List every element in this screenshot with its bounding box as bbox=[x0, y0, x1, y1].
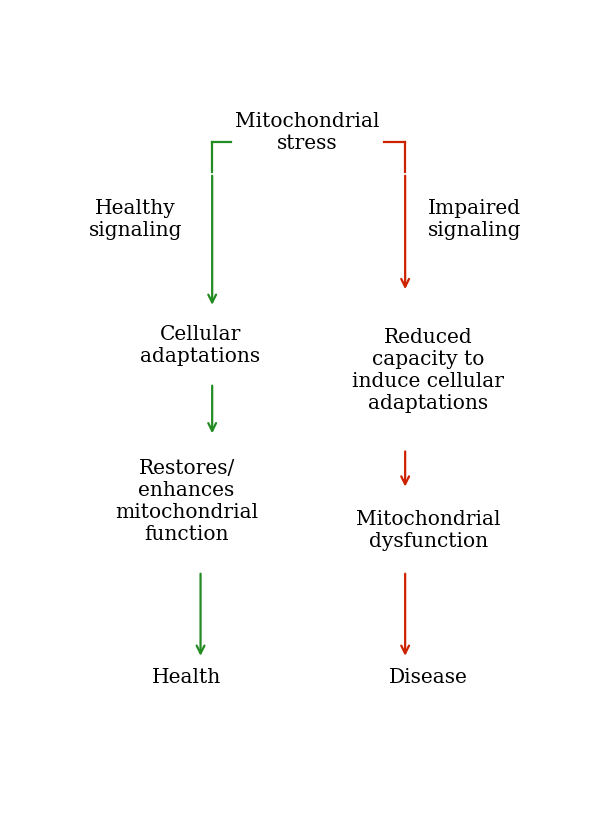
Text: Restores/
enhances
mitochondrial
function: Restores/ enhances mitochondrial functio… bbox=[115, 459, 258, 545]
Text: Mitochondrial
dysfunction: Mitochondrial dysfunction bbox=[356, 510, 500, 550]
Text: Impaired
signaling: Impaired signaling bbox=[428, 199, 521, 240]
Text: Healthy
signaling: Healthy signaling bbox=[89, 199, 182, 240]
Text: Cellular
adaptations: Cellular adaptations bbox=[140, 325, 260, 365]
Text: Disease: Disease bbox=[389, 668, 468, 687]
Text: Mitochondrial
stress: Mitochondrial stress bbox=[235, 112, 380, 153]
Text: Reduced
capacity to
induce cellular
adaptations: Reduced capacity to induce cellular adap… bbox=[352, 328, 505, 413]
Text: Health: Health bbox=[152, 668, 221, 687]
